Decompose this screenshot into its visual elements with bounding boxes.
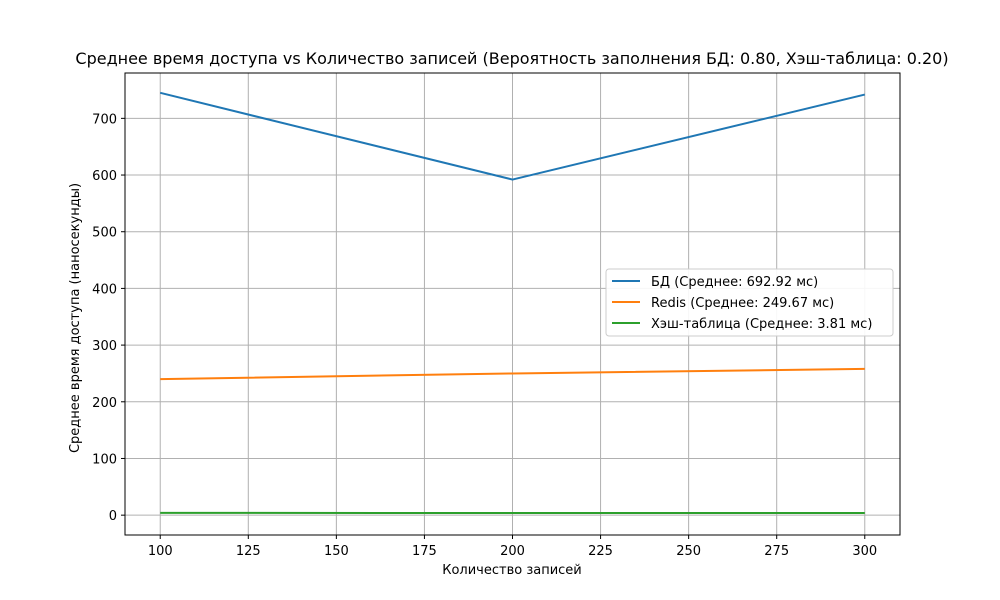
y-tick-label: 700 bbox=[92, 112, 117, 127]
x-tick-label: 175 bbox=[412, 544, 437, 559]
y-tick-label: 200 bbox=[92, 396, 117, 411]
legend-label: БД (Среднее: 692.92 мс) bbox=[651, 275, 818, 290]
x-tick-label: 100 bbox=[148, 544, 173, 559]
x-tick-label: 300 bbox=[852, 544, 877, 559]
y-tick-label: 0 bbox=[109, 509, 117, 524]
y-tick-label: 500 bbox=[92, 226, 117, 241]
x-tick-label: 200 bbox=[500, 544, 525, 559]
y-axis-label: Среднее время доступа (наносекунды) bbox=[68, 183, 83, 453]
y-tick-label: 600 bbox=[92, 169, 117, 184]
y-tick-label: 100 bbox=[92, 452, 117, 467]
x-tick-label: 225 bbox=[588, 544, 613, 559]
series-line bbox=[159, 91, 866, 181]
series-line bbox=[160, 367, 865, 381]
y-tick-label: 400 bbox=[92, 282, 117, 297]
x-tick-label: 125 bbox=[236, 544, 261, 559]
series-lines bbox=[159, 91, 866, 515]
legend-label: Хэш-таблица (Среднее: 3.81 мс) bbox=[651, 317, 872, 332]
legend-box bbox=[605, 268, 894, 337]
y-axis-ticks: 0 100 200 300 400 500 600 700 bbox=[92, 112, 125, 524]
y-tick-label: 300 bbox=[92, 339, 117, 354]
x-axis-label: Количество записей bbox=[442, 563, 582, 578]
chart-title: Среднее время доступа vs Количество запи… bbox=[75, 49, 948, 68]
grid bbox=[125, 73, 900, 535]
x-tick-label: 250 bbox=[676, 544, 701, 559]
x-tick-label: 150 bbox=[324, 544, 349, 559]
x-axis-ticks: 100 125 150 175 200 225 250 275 300 bbox=[148, 535, 877, 559]
legend-label: Redis (Среднее: 249.67 мс) bbox=[651, 296, 834, 311]
x-tick-label: 275 bbox=[764, 544, 789, 559]
legend: БД (Среднее: 692.92 мс) Redis (Среднее: 2… bbox=[605, 268, 894, 337]
